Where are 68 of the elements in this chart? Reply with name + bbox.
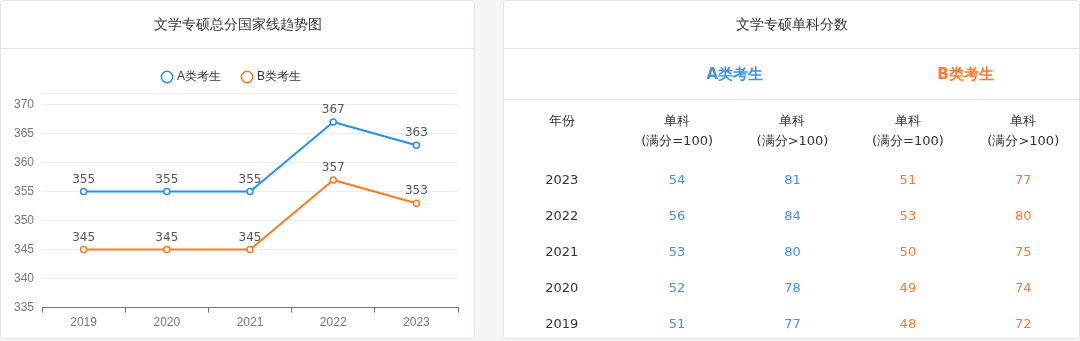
x-tick-label: 单科 (满分>100)	[986, 112, 1061, 150]
data-label: 355	[155, 171, 179, 186]
data-label: 84	[783, 207, 802, 225]
data-label: 80	[783, 243, 802, 261]
data-label: 75	[1014, 243, 1033, 261]
chart-title: 文学专硕单科分数	[504, 1, 1079, 49]
data-label: 355	[72, 171, 96, 186]
y-tick-label: 345	[13, 241, 35, 256]
text: A类考生	[705, 64, 765, 85]
data-label: 77	[783, 315, 802, 333]
y-tick-label: 350	[13, 212, 35, 227]
data-label: 72	[1014, 315, 1033, 333]
point	[79, 245, 88, 254]
data-label: 345	[238, 229, 262, 244]
point	[329, 118, 337, 126]
y-tick-label: 2023	[544, 171, 580, 189]
x-tick-label: 2022	[319, 315, 347, 330]
data-label: 367	[321, 102, 345, 117]
data-label: 78	[783, 279, 802, 297]
y-tick-label: 365	[13, 125, 35, 140]
data-label: 345	[72, 229, 96, 244]
x-tick-label: 2020	[153, 315, 181, 330]
point	[163, 187, 171, 196]
data-label: 355	[238, 171, 262, 186]
data-label: 74	[1014, 279, 1033, 297]
data-label: 50	[898, 243, 918, 261]
x-tick-label: 2019	[70, 315, 98, 330]
legend-label: A类考生	[177, 69, 222, 84]
point	[246, 245, 254, 254]
data-label: 353	[404, 183, 428, 198]
data-label: 53	[898, 207, 918, 225]
point	[246, 187, 254, 196]
y-axis-title: 年份	[547, 112, 576, 130]
x-tick-label: 单科 (满分>100)	[755, 112, 830, 150]
point	[163, 245, 171, 254]
data-label: 49	[898, 279, 918, 297]
data-label: 80	[1014, 207, 1033, 225]
y-tick-label: 370	[13, 96, 35, 111]
data-label: 51	[667, 315, 687, 333]
data-label: 363	[404, 125, 428, 140]
y-tick-label: 2022	[544, 207, 580, 225]
point	[329, 176, 337, 184]
data-label: 48	[898, 315, 918, 333]
y-tick-label: 335	[13, 299, 35, 314]
x-tick-label: 2021	[236, 315, 264, 330]
x-tick-label: 单科 (满分=100)	[870, 112, 945, 150]
data-label: 357	[321, 160, 345, 175]
data-label: 345	[155, 229, 179, 244]
point	[412, 199, 421, 207]
data-label: 51	[898, 171, 918, 189]
chart-title: 文学专硕总分国家线趋势图	[1, 1, 474, 49]
data-label: 53	[667, 243, 687, 261]
text: B类考生	[936, 64, 995, 85]
x-tick-label: 2023	[403, 315, 431, 330]
x-tick-label: 单科 (满分=100)	[640, 112, 714, 150]
y-tick-label: 2021	[544, 243, 580, 261]
point	[412, 141, 421, 149]
data-label: 52	[667, 279, 687, 297]
point	[79, 187, 88, 196]
data-label: 54	[667, 171, 687, 189]
data-label: 77	[1014, 171, 1033, 189]
legend-label: B类考生	[257, 69, 302, 84]
y-tick-label: 2020	[544, 279, 580, 297]
y-tick-label: 340	[13, 270, 35, 285]
y-tick-label: 360	[13, 154, 35, 169]
data-label: 81	[783, 171, 802, 189]
y-tick-label: 355	[13, 183, 35, 198]
data-label: 56	[667, 207, 687, 225]
